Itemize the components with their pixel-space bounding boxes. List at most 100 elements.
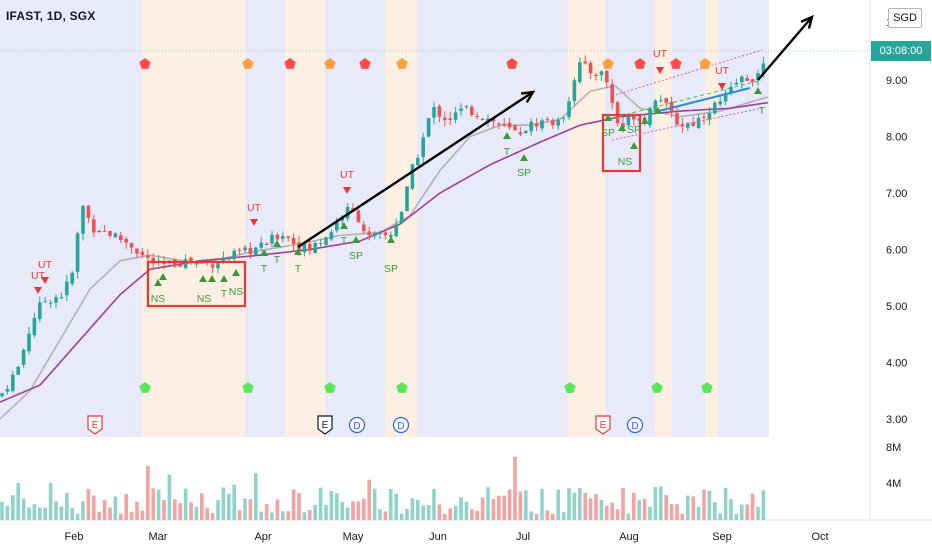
- volume-bar: [329, 491, 334, 520]
- volume-bar: [545, 510, 550, 520]
- volume-bar: [173, 499, 177, 520]
- candle-body: [632, 115, 636, 120]
- volume-bar: [151, 488, 155, 520]
- candle-body: [151, 257, 155, 264]
- signal-triangle: [387, 236, 395, 243]
- candle-body: [486, 118, 490, 122]
- volume-bar: [313, 504, 317, 520]
- volume-bar: [691, 496, 695, 520]
- session-band: [245, 0, 285, 437]
- volume-bar: [669, 504, 674, 520]
- volume-bar: [340, 501, 344, 520]
- highlight-box: [601, 113, 642, 173]
- volume-bar: [178, 503, 182, 520]
- exchange: SGX: [69, 9, 96, 23]
- candle-body: [210, 264, 215, 268]
- volume-bar: [551, 513, 555, 520]
- candle-body: [313, 242, 317, 253]
- candle-body: [221, 257, 226, 262]
- volume-bar: [761, 490, 766, 520]
- candle-body: [372, 232, 377, 237]
- signal-annotation: UT: [38, 259, 53, 271]
- volume-bar: [75, 513, 80, 520]
- dividend-badge: [348, 416, 366, 434]
- signal-annotation: SP: [349, 250, 363, 262]
- signal-triangle: [654, 107, 662, 114]
- volume-bar: [21, 498, 26, 520]
- volume-bar: [335, 493, 339, 520]
- volume-bar: [308, 509, 312, 520]
- signal-triangle: [718, 83, 726, 90]
- volume-bar: [680, 513, 685, 520]
- volume-bar: [421, 505, 425, 520]
- volume-bar: [291, 489, 296, 520]
- volume-bar: [659, 486, 663, 520]
- signal-triangle: [159, 273, 167, 280]
- volume-bar: [405, 508, 409, 520]
- signal-annotation: UT: [653, 48, 668, 60]
- volume-bar: [588, 498, 593, 520]
- candle-body: [480, 119, 485, 121]
- volume-bar: [367, 479, 371, 520]
- candle-body: [237, 249, 242, 251]
- candle-body: [232, 250, 236, 260]
- dividend-label: D: [397, 421, 404, 432]
- signal-annotation: SP: [384, 263, 398, 275]
- candle-body: [329, 232, 334, 240]
- dividend-badge: [626, 416, 644, 434]
- signal-triangle: [41, 277, 49, 284]
- symbol-name: IFAST: [6, 9, 40, 23]
- volume-bar: [378, 509, 382, 520]
- candle-body: [524, 131, 528, 134]
- signal-triangle: [273, 240, 281, 247]
- volume-tick-label: 8M: [886, 442, 901, 454]
- candle-body: [421, 137, 425, 157]
- volume-bar: [65, 493, 69, 520]
- volume-bar: [664, 495, 668, 520]
- candle-body: [367, 231, 371, 236]
- currency-button[interactable]: SGD: [888, 8, 922, 28]
- candle-body: [318, 242, 323, 244]
- earnings-label: E: [92, 420, 99, 431]
- candle-body: [540, 120, 544, 129]
- trend-arrow-head: [520, 90, 536, 103]
- candle-body: [475, 115, 479, 118]
- y-tick-label: 4.00: [886, 358, 907, 370]
- candle-body: [189, 257, 193, 263]
- volume-bar: [81, 501, 85, 520]
- session-band: [655, 0, 672, 437]
- candle-body: [594, 74, 598, 77]
- signal-triangle: [754, 87, 762, 94]
- candle-body: [11, 374, 15, 391]
- volume-bar: [686, 495, 690, 520]
- volume-bar: [227, 493, 231, 520]
- candle-body: [416, 157, 420, 166]
- candle-body: [351, 208, 355, 211]
- y-tick-label: 8.00: [886, 132, 907, 144]
- volume-bar: [383, 511, 388, 520]
- volume-bar: [518, 491, 523, 520]
- candle-body: [470, 106, 474, 115]
- volume-bar: [389, 488, 393, 520]
- volume-bar: [615, 509, 620, 520]
- candle-body: [32, 317, 37, 336]
- volume-bar: [119, 513, 123, 520]
- candle-body: [302, 243, 307, 253]
- candle-body: [750, 79, 755, 82]
- volume-bar: [221, 487, 226, 520]
- signal-marker: [139, 382, 151, 393]
- candle-body: [534, 123, 539, 127]
- candle-body: [254, 247, 258, 255]
- x-tick-label: Mar: [149, 531, 168, 543]
- volume-bar: [264, 504, 269, 520]
- volume-bar: [140, 510, 145, 520]
- candle-body: [86, 205, 91, 218]
- volume-bar: [167, 474, 172, 520]
- volume-bar: [578, 487, 582, 520]
- signal-triangle: [232, 269, 240, 276]
- volume-bar: [43, 507, 47, 520]
- candle-body: [59, 297, 64, 299]
- signal-triangle: [294, 248, 302, 255]
- candle-body: [572, 80, 577, 102]
